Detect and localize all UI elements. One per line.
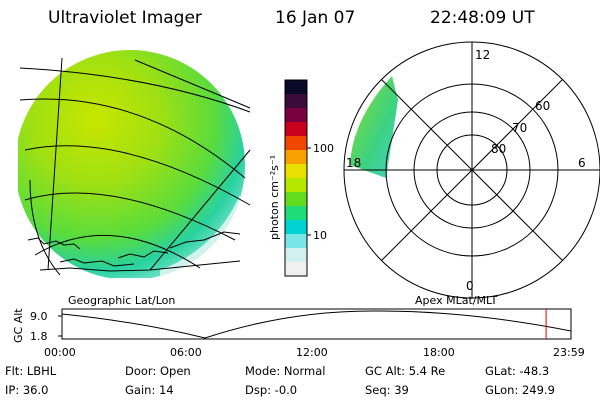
filter-info: Flt: LBHL	[5, 364, 57, 378]
colorbar-segment	[285, 206, 307, 221]
gain-info: Gain: 14	[125, 383, 174, 397]
left-map-label: Geographic Lat/Lon	[68, 294, 175, 307]
colorbar-segment	[285, 192, 307, 207]
polar-plot: 12 18 6 0 60 70 80	[343, 41, 600, 299]
mlat-label-80: 80	[491, 142, 506, 156]
colorbar-segments	[285, 80, 307, 277]
colorbar-segment	[285, 108, 307, 123]
x-tick-label: 00:00	[44, 346, 76, 359]
gc-alt-info: GC Alt: 5.4 Re	[365, 364, 446, 378]
colorbar-segment	[285, 94, 307, 109]
earth-disk	[18, 50, 245, 278]
dsp-info: Dsp: -0.0	[245, 383, 298, 397]
time-label: 22:48:09 UT	[430, 8, 535, 28]
date-label: 16 Jan 07	[275, 8, 356, 28]
seq-info: Seq: 39	[365, 383, 409, 397]
polar-diagonal	[381, 79, 563, 261]
glat-info: GLat: -48.3	[485, 364, 550, 378]
dayside-fringe	[160, 195, 245, 278]
polar-aurora	[350, 76, 398, 178]
geographic-grid	[19, 57, 251, 276]
right-map-label: Apex MLat/MLT	[415, 294, 498, 307]
mlt-label-6: 6	[578, 156, 586, 170]
mlt-label-0: 0	[466, 279, 474, 293]
altitude-curve	[61, 310, 572, 339]
left-image-panel	[18, 50, 251, 278]
glon-info: GLon: 249.9	[485, 383, 555, 397]
timeline-frame	[61, 308, 572, 340]
colorbar-segment	[285, 234, 307, 249]
x-tick-label: 12:00	[296, 346, 328, 359]
colorbar-unit-label: photon cm⁻²s⁻¹	[268, 155, 281, 240]
mlt-label-18: 18	[346, 156, 361, 170]
colorbar-tick-100: 100	[313, 142, 334, 155]
mlt-label-12: 12	[475, 48, 490, 62]
colorbar-segment	[285, 178, 307, 193]
x-tick-label: 23:59	[553, 346, 585, 359]
mlat-label-70: 70	[512, 121, 527, 135]
ip-info: IP: 36.0	[5, 383, 49, 397]
mode-info: Mode: Normal	[245, 364, 326, 378]
y-tick-label-9: 9.0	[30, 310, 48, 323]
colorbar-segment	[285, 150, 307, 165]
colorbar-segment	[285, 220, 307, 235]
y-axis-label: GC Alt	[12, 308, 25, 343]
colorbar: 100 10 photon cm⁻²s⁻¹	[268, 79, 334, 277]
x-tick-label: 18:00	[423, 346, 455, 359]
colorbar-segment	[285, 248, 307, 263]
colorbar-segment	[285, 262, 307, 277]
door-info: Door: Open	[125, 364, 191, 378]
y-tick-label-1-8: 1.8	[30, 330, 48, 343]
colorbar-segment	[285, 164, 307, 179]
instrument-title: Ultraviolet Imager	[48, 8, 202, 28]
colorbar-segment	[285, 80, 307, 95]
colorbar-segment	[285, 136, 307, 151]
colorbar-segment	[285, 122, 307, 137]
colorbar-tick-10: 10	[313, 229, 327, 242]
x-tick-label: 06:00	[170, 346, 202, 359]
coastlines	[27, 231, 241, 272]
colorbar-frame	[284, 79, 308, 277]
mlat-label-60: 60	[535, 99, 550, 113]
altitude-timeline: 9.0 1.8 GC Alt 00:00 06:00 12:00 18:00 2…	[12, 308, 585, 359]
